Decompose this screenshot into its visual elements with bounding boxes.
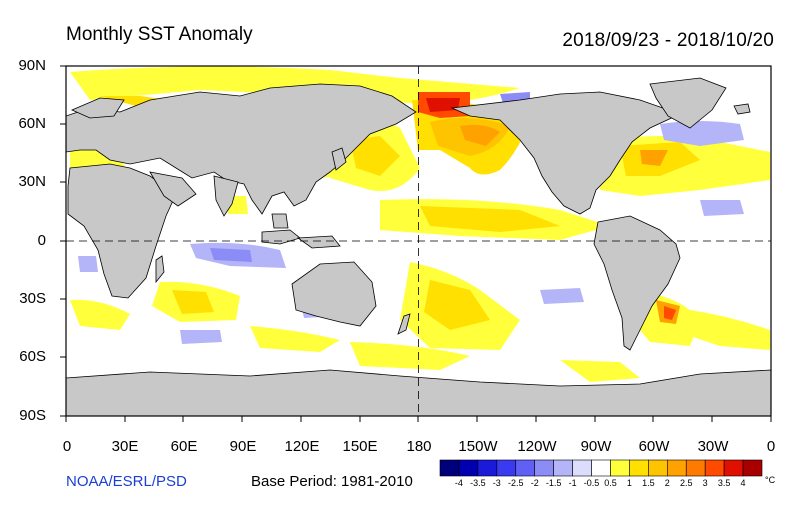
colorbar-tick-label: -3.5 (470, 478, 486, 488)
colorbar-tick-label: 1.5 (642, 478, 655, 488)
lon-label: 120E (284, 438, 320, 455)
colorbar-tick-label: -1 (568, 478, 577, 488)
greenland (649, 77, 727, 129)
lat-label: 30N (18, 173, 46, 190)
land-masses (66, 77, 771, 416)
australia (291, 261, 377, 327)
madagascar (155, 255, 165, 284)
lon-label: 90E (229, 438, 257, 455)
colorbar-tick-label: 0.5 (604, 478, 617, 488)
lat-label: 0 (37, 232, 46, 249)
colorbar-tick-label: -0.5 (583, 478, 600, 488)
scandinavia (71, 97, 125, 119)
colorbar-tick-label: -2.5 (507, 478, 524, 488)
japan (331, 147, 347, 171)
map-title: Monthly SST Anomaly (66, 24, 253, 45)
lon-label: 120W (517, 438, 557, 455)
date-range: 2018/09/23 - 2018/10/20 (562, 30, 774, 51)
colorbar-tick-label: 2 (664, 478, 670, 488)
colorbar-tick-label: 2.5 (679, 478, 693, 488)
colorbar-swatch (704, 459, 725, 477)
colorbar (439, 459, 763, 477)
colorbar-tick-label: 1 (626, 478, 632, 488)
colorbar-swatch (553, 459, 573, 477)
colorbar-tick-label: -1.5 (545, 478, 562, 488)
colorbar-swatch (534, 459, 554, 477)
colorbar-swatch (515, 459, 536, 477)
lon-label: 90W (580, 438, 612, 455)
eurasia (66, 83, 417, 215)
base-period-label: Base Period: 1981-2010 (251, 473, 413, 490)
colorbar-swatch (666, 459, 687, 477)
colorbar-swatch (458, 459, 479, 477)
colorbar-tick-label: -3 (492, 478, 501, 488)
north-america (450, 91, 682, 215)
africa (67, 163, 177, 299)
colorbar-unit: °C (765, 475, 776, 485)
colorbar-tick-label: -4 (454, 478, 463, 488)
colorbar-swatch (648, 459, 668, 477)
colorbar-tick-label: 3 (702, 478, 708, 488)
lat-label: 30S (19, 290, 46, 307)
lon-label: 0 (62, 438, 72, 455)
lon-label: 30E (111, 438, 139, 455)
maritime-continent (261, 213, 341, 249)
colorbar-swatch (477, 459, 498, 477)
colorbar-tick-label: 4 (740, 478, 746, 488)
lat-label: 90S (19, 407, 46, 424)
colorbar-swatch (610, 459, 630, 477)
new-zealand (397, 313, 411, 335)
warm-anomaly-patches (70, 66, 770, 382)
colorbar-swatch (742, 459, 763, 477)
colorbar-swatch (629, 459, 649, 477)
south-america (593, 215, 681, 351)
colorbar-swatch (685, 459, 706, 477)
lat-label: 90N (18, 57, 46, 74)
lon-label: 60E (170, 438, 198, 455)
colorbar-swatch (439, 459, 460, 477)
arabia (149, 171, 197, 207)
colorbar-swatch (496, 459, 517, 477)
india (213, 175, 239, 217)
colorbar-swatch (591, 459, 611, 477)
axis-ticks (60, 65, 772, 422)
iceland (733, 103, 751, 115)
lon-label: 60W (638, 438, 670, 455)
credit-label: NOAA/ESRL/PSD (66, 473, 187, 490)
lon-label: 30W (697, 438, 729, 455)
lon-label: 0 (766, 438, 776, 455)
colorbar-tick-label: 3.5 (717, 478, 731, 488)
lon-label: 180 (406, 438, 432, 455)
map-plot-area (66, 66, 771, 416)
lat-label: 60N (18, 115, 46, 132)
lon-label: 150E (342, 438, 378, 455)
colorbar-swatch (572, 459, 592, 477)
lat-label: 60S (19, 348, 46, 365)
colorbar-tick-label: -2 (530, 478, 539, 488)
lon-label: 150W (458, 438, 498, 455)
colorbar-swatch (723, 459, 744, 477)
